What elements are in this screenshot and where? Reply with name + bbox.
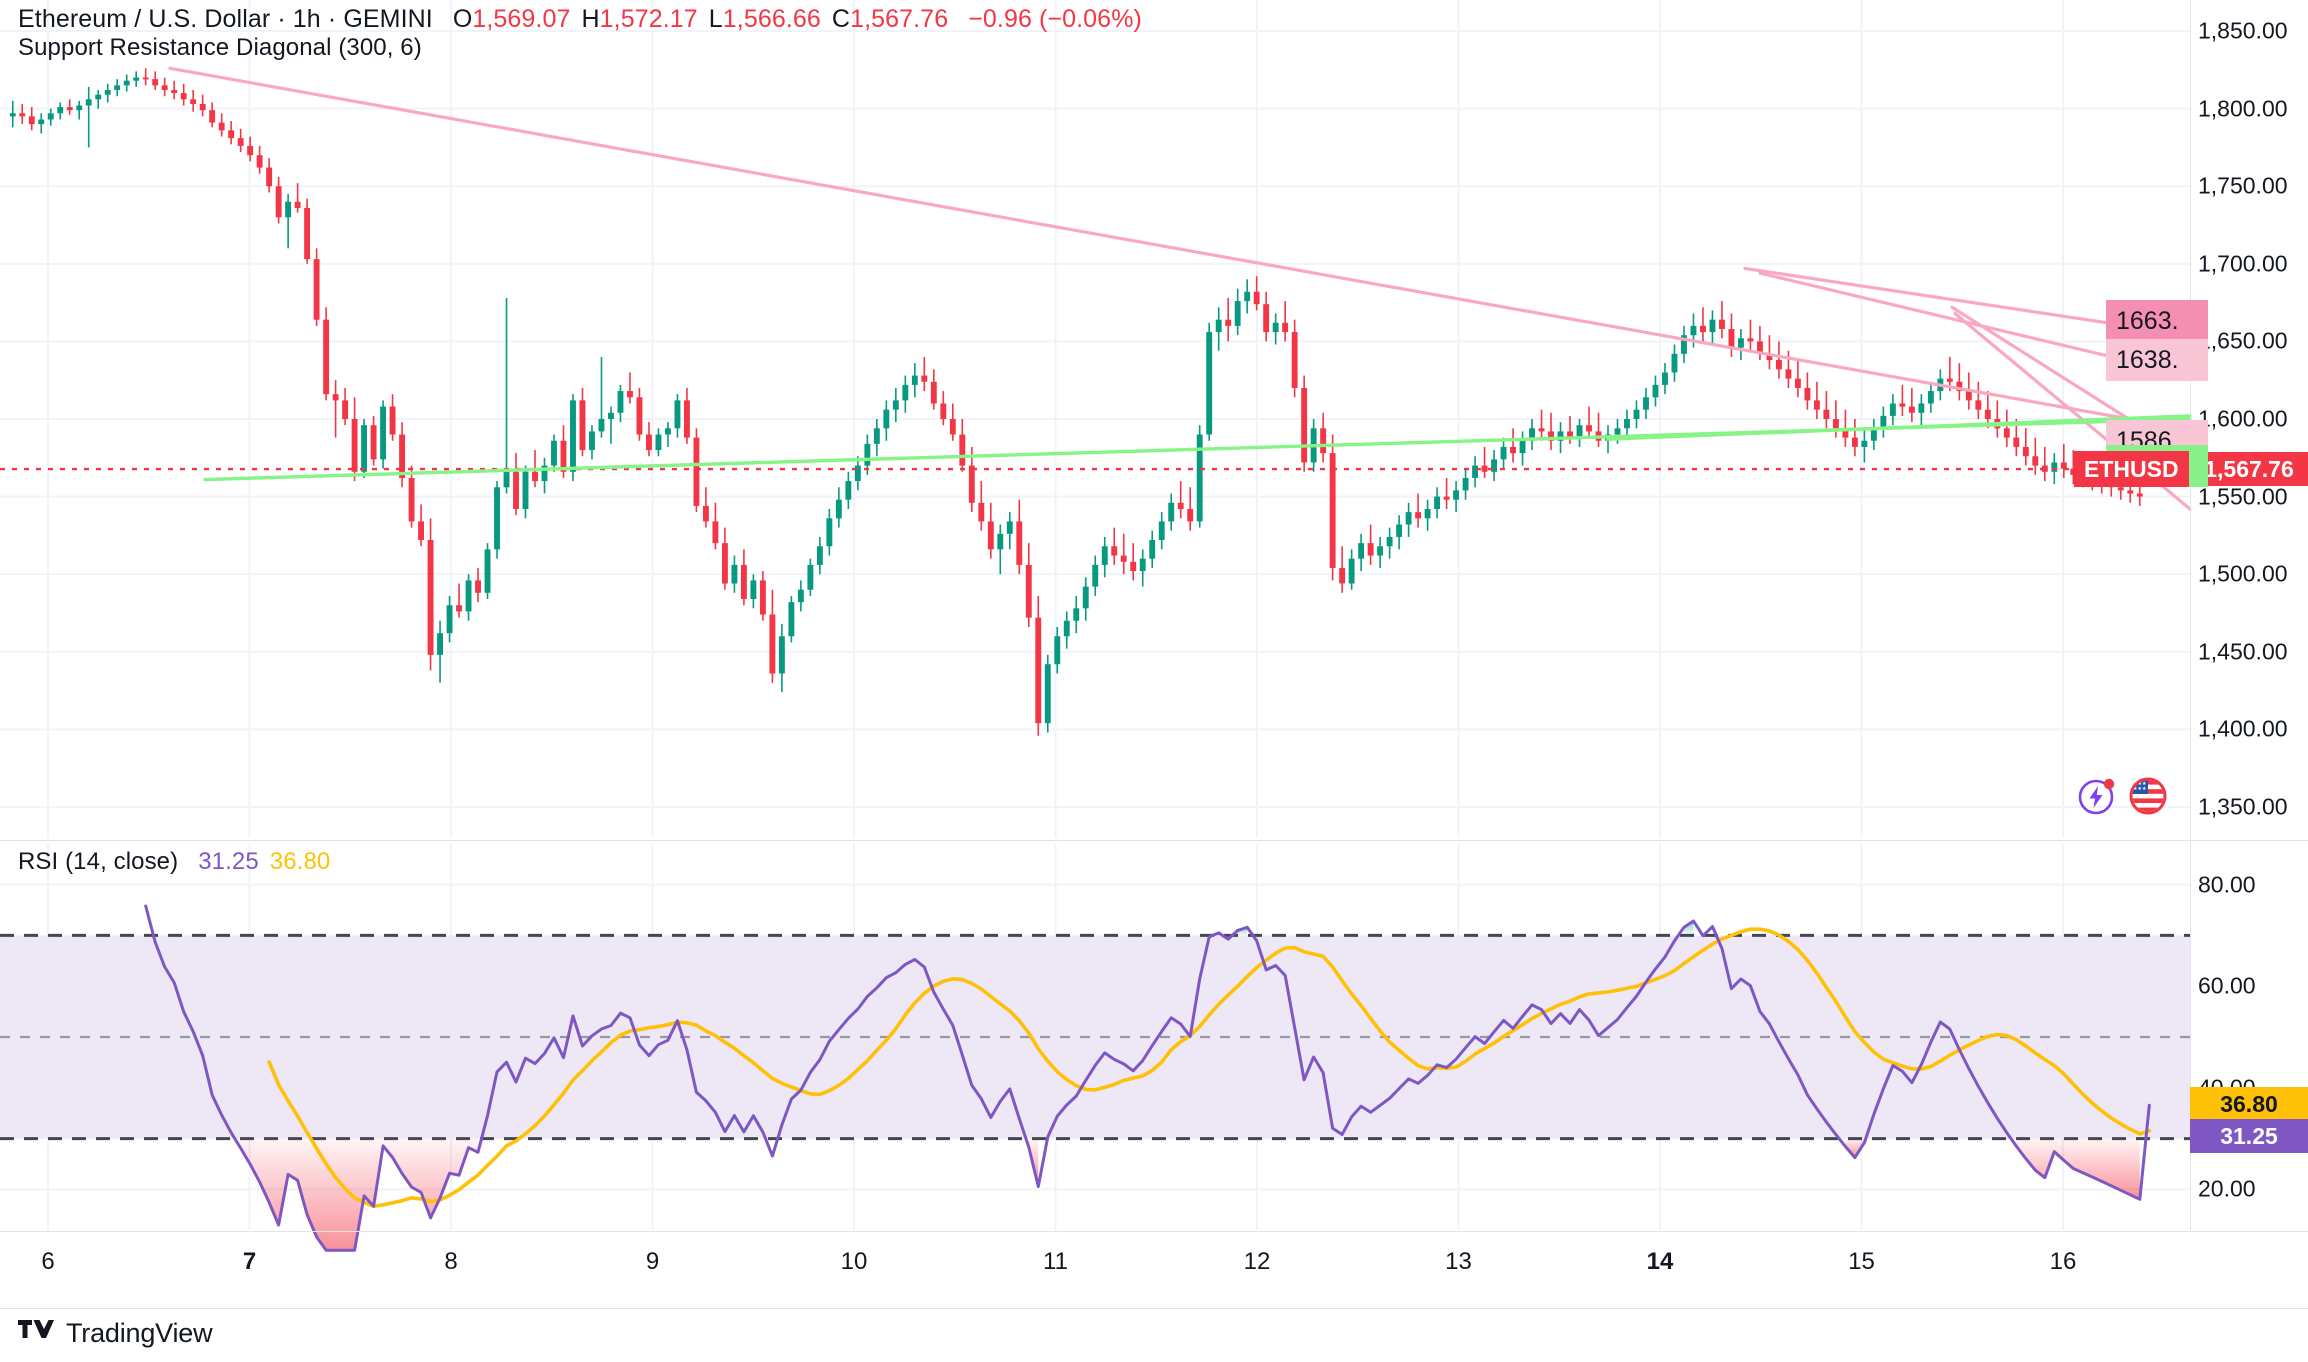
price-tick-label: 1,700.00	[2198, 250, 2288, 277]
price-tick-label: 1,500.00	[2198, 560, 2288, 587]
symbol-price-tag: ETHUSD	[2074, 451, 2189, 488]
axis-divider	[2190, 0, 2191, 1230]
rsi-tick-label: 20.00	[2198, 1175, 2256, 1202]
price-level-label[interactable]: 1663.	[2106, 300, 2208, 343]
high-label: H	[581, 5, 600, 33]
tradingview-footer[interactable]: TradingView	[18, 1318, 213, 1349]
time-tick-label: 8	[444, 1248, 458, 1275]
rsi-legend[interactable]: RSI (14, close) 31.25 36.80	[18, 848, 330, 876]
price-tick-label: 1,650.00	[2198, 327, 2288, 354]
time-tick-label: 9	[645, 1248, 660, 1275]
price-tick-label: 1,600.00	[2198, 405, 2288, 432]
tradingview-logo-icon	[18, 1318, 54, 1349]
time-tick-label: 7	[242, 1248, 257, 1275]
time-tick-label: 14	[1646, 1248, 1674, 1275]
rsi-ma-badge: 36.80	[2190, 1087, 2308, 1122]
floating-icons: ★★★ ★★★	[2076, 775, 2169, 822]
low-label: L	[708, 5, 723, 33]
svg-text:★★★: ★★★	[2133, 781, 2147, 787]
time-tick-label: 16	[2049, 1248, 2077, 1275]
rsi-tick-label: 60.00	[2198, 972, 2256, 999]
low-value: 1,566.66	[722, 5, 821, 33]
rsi-ma-value: 36.80	[269, 848, 331, 875]
indicator-legend[interactable]: Support Resistance Diagonal (300, 6)	[18, 34, 422, 62]
rsi-tick-label: 80.00	[2198, 871, 2256, 898]
time-tick-label: 11	[1043, 1248, 1068, 1275]
time-tick-label: 12	[1243, 1248, 1271, 1275]
rsi-title: RSI (14, close)	[18, 848, 179, 875]
us-flag-icon[interactable]: ★★★ ★★★	[2127, 775, 2169, 822]
symbol-title: Ethereum / U.S. Dollar · 1h · GEMINI	[18, 5, 433, 33]
rsi-pane[interactable]	[0, 844, 2190, 1252]
price-tick-label: 1,850.00	[2198, 17, 2288, 44]
price-tick-label: 1,550.00	[2198, 483, 2288, 510]
open-label: O	[452, 5, 473, 33]
close-value: 1,567.76	[850, 5, 949, 33]
lightning-alert-icon[interactable]	[2076, 775, 2118, 822]
current-price-badge: 1,567.76	[2190, 452, 2308, 487]
svg-text:★★★: ★★★	[2133, 786, 2147, 792]
price-scale[interactable]: 1,850.00 1,800.00 1,750.00 1,700.00 1,650.00…	[2190, 0, 2308, 838]
high-value: 1,572.17	[599, 5, 698, 33]
rsi-chart-canvas	[0, 844, 2190, 1252]
price-level-label[interactable]: 1638.	[2106, 339, 2208, 382]
rsi-value-badge: 31.25	[2190, 1119, 2308, 1154]
price-tick-label: 1,800.00	[2198, 95, 2288, 122]
time-tick-label: 13	[1445, 1248, 1472, 1275]
rsi-value: 31.25	[198, 848, 259, 875]
price-tick-label: 1,750.00	[2198, 172, 2288, 199]
indicator-title: Support Resistance Diagonal (300, 6)	[18, 34, 422, 61]
tradingview-brand-text: TradingView	[66, 1318, 213, 1348]
price-chart-canvas	[0, 0, 2192, 838]
price-pane[interactable]	[0, 0, 2192, 838]
time-tick-label: 15	[1848, 1248, 1875, 1275]
open-value: 1,569.07	[472, 5, 571, 33]
price-tick-label: 1,450.00	[2198, 638, 2288, 665]
price-tick-label: 1,350.00	[2198, 793, 2288, 820]
time-tick-label: 6	[41, 1248, 55, 1275]
price-legend-line: Ethereum / U.S. Dollar · 1h · GEMINI O1,5…	[18, 5, 1142, 34]
time-scale[interactable]: 6 7 8 9 10 11 12 13 14 15 16	[0, 1231, 2308, 1310]
pane-divider	[0, 840, 2308, 841]
time-tick-label: 10	[840, 1248, 868, 1275]
change-value: −0.96 (−0.06%)	[968, 5, 1142, 33]
time-scale-bottom-border	[0, 1308, 2308, 1309]
close-label: C	[831, 5, 851, 33]
price-tick-label: 1,400.00	[2198, 715, 2288, 742]
